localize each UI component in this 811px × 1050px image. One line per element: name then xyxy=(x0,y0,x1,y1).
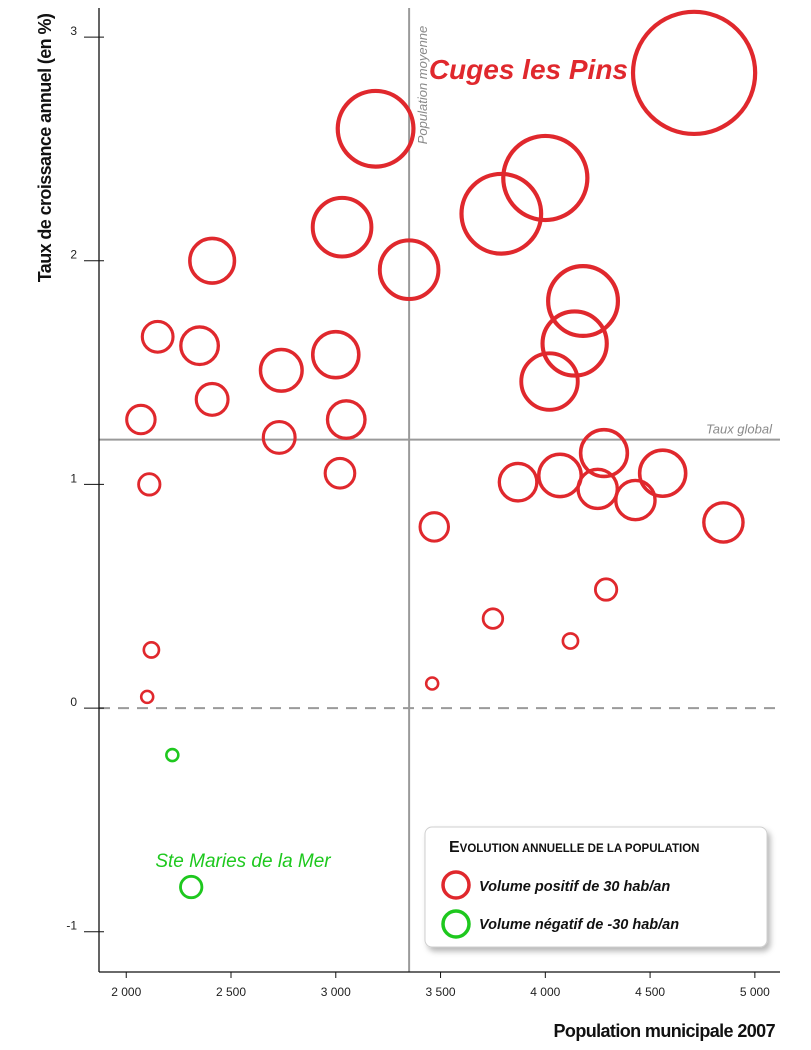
bubble-positive xyxy=(179,325,221,367)
bubble-positive xyxy=(561,632,580,650)
legend-label-negative: Volume négatif de -30 hab/an xyxy=(479,917,679,933)
bubble-positive xyxy=(537,452,583,499)
taux-global-label: Taux global xyxy=(706,422,773,437)
legend-title: EVOLUTION ANNUELLE DE LA POPULATION xyxy=(449,839,699,856)
bubble-negative xyxy=(165,747,180,763)
bubble-positive xyxy=(637,448,688,499)
legend-label-positive: Volume positif de 30 hab/an xyxy=(479,879,670,895)
bubble-positive xyxy=(325,399,367,440)
bubble-positive xyxy=(125,403,157,436)
legend-title-initial: E xyxy=(449,839,460,856)
x-axis-title: Population municipale 2007 xyxy=(554,1021,776,1041)
annotation-cuges-les-pins: Cuges les Pins xyxy=(429,54,628,85)
bubble-positive xyxy=(142,641,161,659)
y-tick-label: 3 xyxy=(70,24,77,38)
bubble-positive xyxy=(335,88,416,169)
bubble-positive xyxy=(261,419,297,455)
bubble-positive xyxy=(519,351,580,412)
bubble-positive xyxy=(137,472,162,497)
x-tick-label: 4 000 xyxy=(530,985,560,999)
bubble-positive xyxy=(418,511,451,543)
x-tick-label: 3 000 xyxy=(321,985,351,999)
population-moyenne-label: Population moyenne xyxy=(415,26,430,145)
bubble-positive xyxy=(630,9,758,137)
x-tick-label: 5 000 xyxy=(740,985,770,999)
bubble-positive xyxy=(139,689,155,705)
bubble-positive xyxy=(140,319,175,354)
y-tick-label: 1 xyxy=(70,471,77,485)
bubble-positive xyxy=(377,238,441,302)
bubble-positive xyxy=(188,236,237,285)
bubble-positive xyxy=(194,381,230,417)
bubble-positive xyxy=(540,309,609,378)
bubble-positive xyxy=(497,461,539,503)
legend: EVOLUTION ANNUELLE DE LA POPULATION Volu… xyxy=(424,826,768,948)
x-tick-label: 4 500 xyxy=(635,985,665,999)
bubble-positive xyxy=(501,133,590,223)
bubble-positive xyxy=(310,195,374,259)
x-tick-label: 3 500 xyxy=(426,985,456,999)
x-tick-label: 2 000 xyxy=(111,985,141,999)
bubble-positive xyxy=(614,478,657,522)
bubble-positive xyxy=(424,676,440,691)
bubble-positive xyxy=(702,501,745,544)
y-tick-label: -1 xyxy=(66,919,77,933)
legend-swatch-negative xyxy=(441,909,471,939)
x-tick-label: 2 500 xyxy=(216,985,246,999)
bubble-positive xyxy=(593,577,619,602)
bubble-positive xyxy=(258,347,304,393)
bubble-positive xyxy=(323,456,357,490)
y-axis-title: Taux de croissance annuel (en %) xyxy=(35,13,55,282)
y-tick-label: 2 xyxy=(70,248,77,262)
bubble-positive xyxy=(459,171,544,256)
legend-swatch-positive xyxy=(441,870,471,900)
y-tick-label: 0 xyxy=(70,695,77,709)
bubble-positive xyxy=(578,427,630,479)
legend-box xyxy=(424,826,768,948)
bubble-positive xyxy=(481,607,505,630)
bubble-negative xyxy=(179,874,204,900)
bubble-positive xyxy=(310,329,361,380)
bubble-positive xyxy=(546,264,621,338)
legend-title-rest: VOLUTION ANNUELLE DE LA POPULATION xyxy=(460,843,700,855)
annotation-ste-maries-de-la-mer: Ste Maries de la Mer xyxy=(155,851,331,872)
